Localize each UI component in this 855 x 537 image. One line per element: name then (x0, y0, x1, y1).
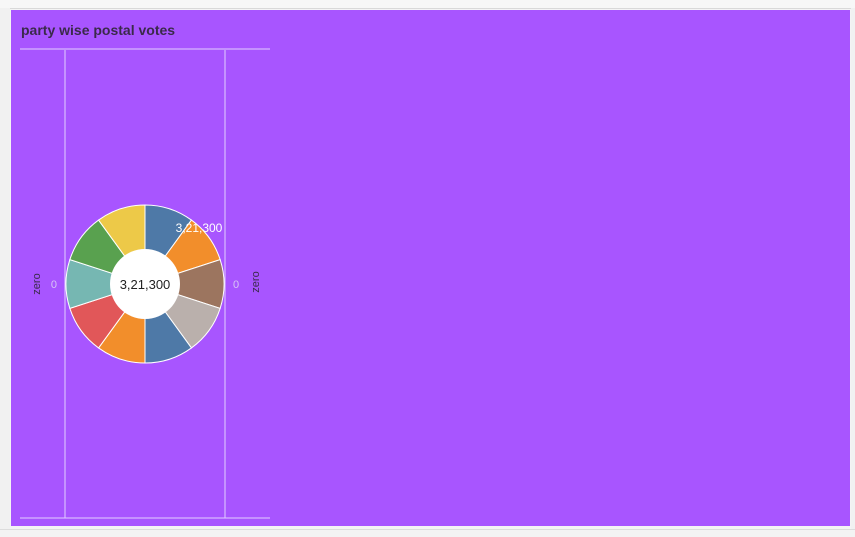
donut-hole (110, 249, 180, 319)
left-axis-tick: 0 (51, 279, 57, 291)
donut-center-label: 3,21,300 (120, 277, 171, 292)
window-left-edge (0, 8, 10, 529)
donut-chart: zero 0 zero 0 3,21,300 3,21,300 (20, 48, 270, 519)
window-right-edge (851, 8, 855, 529)
sheet-title: party wise postal votes (21, 22, 176, 38)
right-axis-tick: 0 (233, 279, 239, 291)
slice-data-label: 3,21,300 (176, 221, 223, 235)
right-axis-label: zero (250, 271, 262, 292)
window-bottom-edge (0, 529, 855, 537)
window-top-edge (0, 0, 855, 9)
dashboard-sheet-panel: party wise postal votes zero 0 zero 0 3,… (11, 10, 850, 526)
left-axis-label: zero (31, 273, 43, 294)
